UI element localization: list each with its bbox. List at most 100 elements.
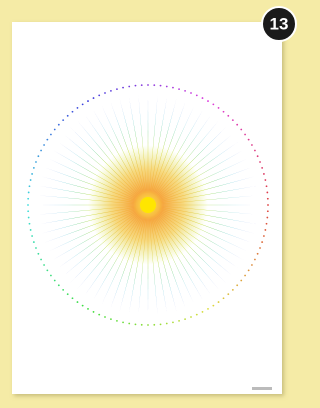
ring-dot <box>54 280 56 282</box>
ring-dot <box>266 217 268 219</box>
ring-dot <box>116 320 118 322</box>
ring-dot <box>72 297 74 299</box>
ring-dot <box>254 259 256 261</box>
ring-dot <box>62 119 64 121</box>
ring-dot <box>248 269 250 271</box>
ring-dot <box>261 167 263 169</box>
ring-dot <box>264 229 266 231</box>
ring-dot <box>141 324 143 326</box>
mandala-center <box>140 197 156 213</box>
ring-dot <box>184 318 186 320</box>
ring-dot <box>128 86 130 88</box>
ring-dot <box>259 161 261 163</box>
ring-dot <box>232 289 234 291</box>
ring-dot <box>93 311 95 313</box>
ring-dot <box>30 229 32 231</box>
ring-dot <box>50 134 52 136</box>
ring-dot <box>104 316 106 318</box>
ring-dot <box>87 308 89 310</box>
ring-dot <box>160 323 162 325</box>
ring-dot <box>29 223 31 225</box>
ring-dot <box>72 111 74 113</box>
ring-dot <box>77 301 79 303</box>
ring-dot <box>27 204 29 206</box>
ring-dot <box>43 144 45 146</box>
ring-dot <box>67 115 69 117</box>
ring-dot <box>141 84 143 86</box>
ring-dot <box>244 134 246 136</box>
ring-dot <box>128 323 130 325</box>
poster-credit <box>252 387 272 390</box>
ring-dot <box>33 241 35 243</box>
ring-dot <box>122 87 124 89</box>
ring-dot <box>104 92 106 94</box>
ring-dot <box>28 192 30 194</box>
ring-dot <box>196 314 198 316</box>
ring-dot <box>254 150 256 152</box>
ring-dot <box>263 235 265 237</box>
ring-dot <box>223 297 225 299</box>
ring-dot <box>122 321 124 323</box>
ring-dot <box>50 275 52 277</box>
ring-dot <box>257 155 259 157</box>
ring-dot <box>37 253 39 255</box>
ring-dot <box>190 92 192 94</box>
ring-dot <box>110 90 112 92</box>
ring-dot <box>29 185 31 187</box>
ring-dot <box>31 235 33 237</box>
ring-dot <box>259 247 261 249</box>
ring-dot <box>227 293 229 295</box>
ring-dot <box>172 321 174 323</box>
ring-dot <box>58 124 60 126</box>
ring-dot <box>98 314 100 316</box>
ring-dot <box>46 269 48 271</box>
ring-dot <box>236 124 238 126</box>
ring-dot <box>248 139 250 141</box>
ring-dot <box>178 320 180 322</box>
ring-dot <box>267 198 269 200</box>
ring-dot <box>43 264 45 266</box>
ring-dot <box>251 144 253 146</box>
ring-dot <box>240 129 242 131</box>
ring-dot <box>35 247 37 249</box>
ring-dot <box>223 111 225 113</box>
ring-dot <box>236 284 238 286</box>
ring-dot <box>116 88 118 90</box>
ring-dot <box>135 85 137 87</box>
ring-dot <box>147 84 149 86</box>
ring-dot <box>196 94 198 96</box>
badge-number: 13 <box>270 14 289 33</box>
ring-dot <box>31 173 33 175</box>
ring-dot <box>110 318 112 320</box>
ring-dot <box>98 94 100 96</box>
ring-dot <box>67 293 69 295</box>
ring-dot <box>40 259 42 261</box>
ring-dot <box>240 280 242 282</box>
ring-dot <box>244 275 246 277</box>
ring-dot <box>218 301 220 303</box>
ring-dot <box>178 88 180 90</box>
ring-dot <box>266 192 268 194</box>
ring-dot <box>172 87 174 89</box>
ring-dot <box>207 308 209 310</box>
ring-dot <box>232 119 234 121</box>
ring-dot <box>28 217 30 219</box>
ring-dot <box>58 284 60 286</box>
ring-dot <box>266 185 268 187</box>
ring-dot <box>212 103 214 105</box>
ring-dot <box>207 100 209 102</box>
ring-dot <box>54 129 56 131</box>
ring-dot <box>40 150 42 152</box>
ring-dot <box>227 115 229 117</box>
ring-dot <box>202 97 204 99</box>
ring-dot <box>82 305 84 307</box>
ring-dot <box>166 323 168 325</box>
ring-dot <box>35 161 37 163</box>
ring-dot <box>30 179 32 181</box>
ring-dot <box>212 305 214 307</box>
ring-dot <box>62 289 64 291</box>
ring-dot <box>77 107 79 109</box>
ring-dot <box>184 90 186 92</box>
ring-dot <box>153 324 155 326</box>
ring-dot <box>264 179 266 181</box>
